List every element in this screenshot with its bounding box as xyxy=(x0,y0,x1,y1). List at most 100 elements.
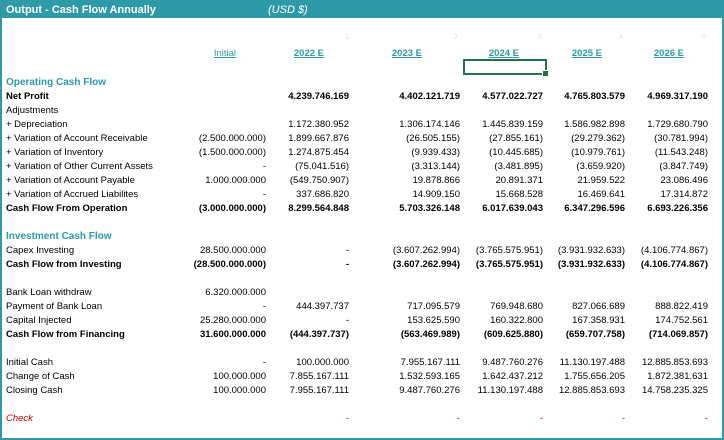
value-cell[interactable]: (1.500.000.000) xyxy=(198,147,266,158)
value-cell[interactable]: (444.397.737) xyxy=(289,329,349,340)
value-cell[interactable]: 1.445.839.159 xyxy=(482,119,543,130)
value-cell[interactable]: 174.752.561 xyxy=(655,315,708,326)
value-cell[interactable]: 7.955.167.111 xyxy=(400,357,460,368)
col-header-2024[interactable]: 2024 E xyxy=(488,48,519,59)
row-label[interactable]: Adjustments xyxy=(6,105,59,116)
value-cell[interactable]: 11.130.197.488 xyxy=(559,357,625,368)
value-cell[interactable]: (3.931.932.633) xyxy=(557,259,625,270)
value-cell[interactable]: 23.086.496 xyxy=(660,175,708,186)
value-cell[interactable]: 19.878.866 xyxy=(412,175,460,186)
value-cell[interactable]: 1.872.381.631 xyxy=(647,371,708,382)
value-cell[interactable]: 1.586.982.898 xyxy=(564,119,625,130)
row-label[interactable]: Cash Flow From Operation xyxy=(6,203,128,214)
value-cell[interactable]: (659.707.758) xyxy=(565,329,625,340)
value-cell[interactable]: 1.306.174.146 xyxy=(399,119,460,130)
value-cell[interactable]: (549.750.907) xyxy=(289,175,349,186)
value-cell[interactable]: 1.755.656.205 xyxy=(564,371,625,382)
value-cell[interactable]: (26.505.155) xyxy=(406,133,460,144)
value-cell[interactable]: (75.041.516) xyxy=(295,161,349,172)
row-label[interactable]: + Variation of Account Payable xyxy=(6,175,135,186)
row-label[interactable]: Capital Injected xyxy=(6,315,72,326)
value-cell[interactable]: - xyxy=(621,413,625,424)
value-cell[interactable]: (2.500.000.000) xyxy=(198,133,266,144)
value-cell[interactable]: 12.885.853.693 xyxy=(641,357,708,368)
col-header-2026[interactable]: 2026 E xyxy=(653,48,684,59)
value-cell[interactable]: (3.931.932.633) xyxy=(557,245,625,256)
value-cell[interactable]: 28.500.000.000 xyxy=(199,245,266,256)
value-cell[interactable]: (3.607.262.994) xyxy=(392,245,460,256)
value-cell[interactable]: 4.577.022.727 xyxy=(482,91,543,102)
value-cell[interactable]: (28.500.000.000) xyxy=(193,259,266,270)
value-cell[interactable]: 1.899.667.876 xyxy=(288,133,349,144)
value-cell[interactable]: 7.955.167.111 xyxy=(289,385,349,396)
value-cell[interactable]: (3.313.144) xyxy=(411,161,460,172)
value-cell[interactable]: (27.855.161) xyxy=(489,133,543,144)
value-cell[interactable]: 444.397.737 xyxy=(296,301,349,312)
row-label[interactable]: Capex Investing xyxy=(6,245,75,256)
value-cell[interactable]: (10.979.761) xyxy=(571,147,625,158)
row-label[interactable]: + Variation of Account Receivable xyxy=(6,133,148,144)
value-cell[interactable]: 167.358.931 xyxy=(572,315,625,326)
value-cell[interactable]: 717.095.579 xyxy=(407,301,460,312)
value-cell[interactable]: 6.320.000.000 xyxy=(205,287,266,298)
value-cell[interactable]: - xyxy=(262,189,266,200)
value-cell[interactable]: 15.668.528 xyxy=(495,189,543,200)
value-cell[interactable]: 17.314.872 xyxy=(660,189,708,200)
row-label[interactable]: + Variation of Accrued Liabilites xyxy=(6,189,139,200)
row-label[interactable]: Change of Cash xyxy=(6,371,75,382)
value-cell[interactable]: 11.130.197.488 xyxy=(477,385,543,396)
value-cell[interactable]: - xyxy=(345,413,349,424)
value-cell[interactable]: 14.758.235.325 xyxy=(641,385,708,396)
value-cell[interactable]: 31.600.000.000 xyxy=(199,329,266,340)
value-cell[interactable]: - xyxy=(345,315,349,326)
value-cell[interactable]: 1.729.680.790 xyxy=(647,119,708,130)
value-cell[interactable]: (29.279.362) xyxy=(571,133,625,144)
value-cell[interactable]: (4.106.774.867) xyxy=(640,245,708,256)
value-cell[interactable]: 7.855.167.111 xyxy=(289,371,349,382)
value-cell[interactable]: 1.274.875.454 xyxy=(288,147,349,158)
value-cell[interactable]: - xyxy=(345,245,349,256)
col-header-2023[interactable]: 2023 E xyxy=(391,48,422,59)
value-cell[interactable]: (3.000.000.000) xyxy=(198,203,266,214)
value-cell[interactable]: 4.969.317.190 xyxy=(647,91,708,102)
value-cell[interactable]: (3.481.895) xyxy=(494,161,543,172)
row-label[interactable]: Closing Cash xyxy=(6,385,63,396)
value-cell[interactable]: (3.765.575.951) xyxy=(475,245,543,256)
value-cell[interactable]: 6.693.226.356 xyxy=(647,203,708,214)
value-cell[interactable]: 769.948.680 xyxy=(490,301,543,312)
row-label[interactable]: Net Profit xyxy=(6,91,49,102)
value-cell[interactable]: 1.000.000.000 xyxy=(205,175,266,186)
value-cell[interactable]: (9.939.433) xyxy=(411,147,460,158)
selected-cell[interactable] xyxy=(463,59,549,77)
value-cell[interactable]: 100.000.000 xyxy=(213,371,266,382)
value-cell[interactable]: 9.487.760.276 xyxy=(399,385,460,396)
value-cell[interactable]: 6.017.639.043 xyxy=(482,203,543,214)
value-cell[interactable]: (609.625.880) xyxy=(483,329,543,340)
value-cell[interactable]: - xyxy=(262,357,266,368)
value-cell[interactable]: 6.347.296.596 xyxy=(564,203,625,214)
value-cell[interactable]: 888.822.419 xyxy=(655,301,708,312)
value-cell[interactable]: 25.280.000.000 xyxy=(199,315,266,326)
value-cell[interactable]: 1.172.380.952 xyxy=(288,119,349,130)
value-cell[interactable]: - xyxy=(262,161,266,172)
row-label[interactable]: + Variation of Inventory xyxy=(6,147,104,158)
value-cell[interactable]: 14.909.150 xyxy=(412,189,460,200)
value-cell[interactable]: (3.659.920) xyxy=(576,161,625,172)
value-cell[interactable]: 20.891.371 xyxy=(495,175,543,186)
value-cell[interactable]: (3.607.262.994) xyxy=(392,259,460,270)
value-cell[interactable]: (30.781.994) xyxy=(654,133,708,144)
value-cell[interactable]: 16.469.641 xyxy=(577,189,625,200)
value-cell[interactable]: 100.000.000 xyxy=(213,385,266,396)
value-cell[interactable]: (563.469.989) xyxy=(400,329,460,340)
row-label[interactable]: + Variation of Other Current Assets xyxy=(6,161,153,172)
value-cell[interactable]: 4.402.121.719 xyxy=(399,91,460,102)
value-cell[interactable]: 1.532.593.165 xyxy=(399,371,460,382)
value-cell[interactable]: 9.487.760.276 xyxy=(482,357,543,368)
value-cell[interactable]: 160.322.800 xyxy=(490,315,543,326)
row-label[interactable]: Investment Cash Flow xyxy=(6,231,112,242)
value-cell[interactable]: - xyxy=(262,301,266,312)
value-cell[interactable]: 337.686.820 xyxy=(296,189,349,200)
col-header-initial[interactable]: Initial xyxy=(213,48,236,59)
value-cell[interactable]: (4.106.774.867) xyxy=(640,259,708,270)
row-label[interactable]: Payment of Bank Loan xyxy=(6,301,103,312)
